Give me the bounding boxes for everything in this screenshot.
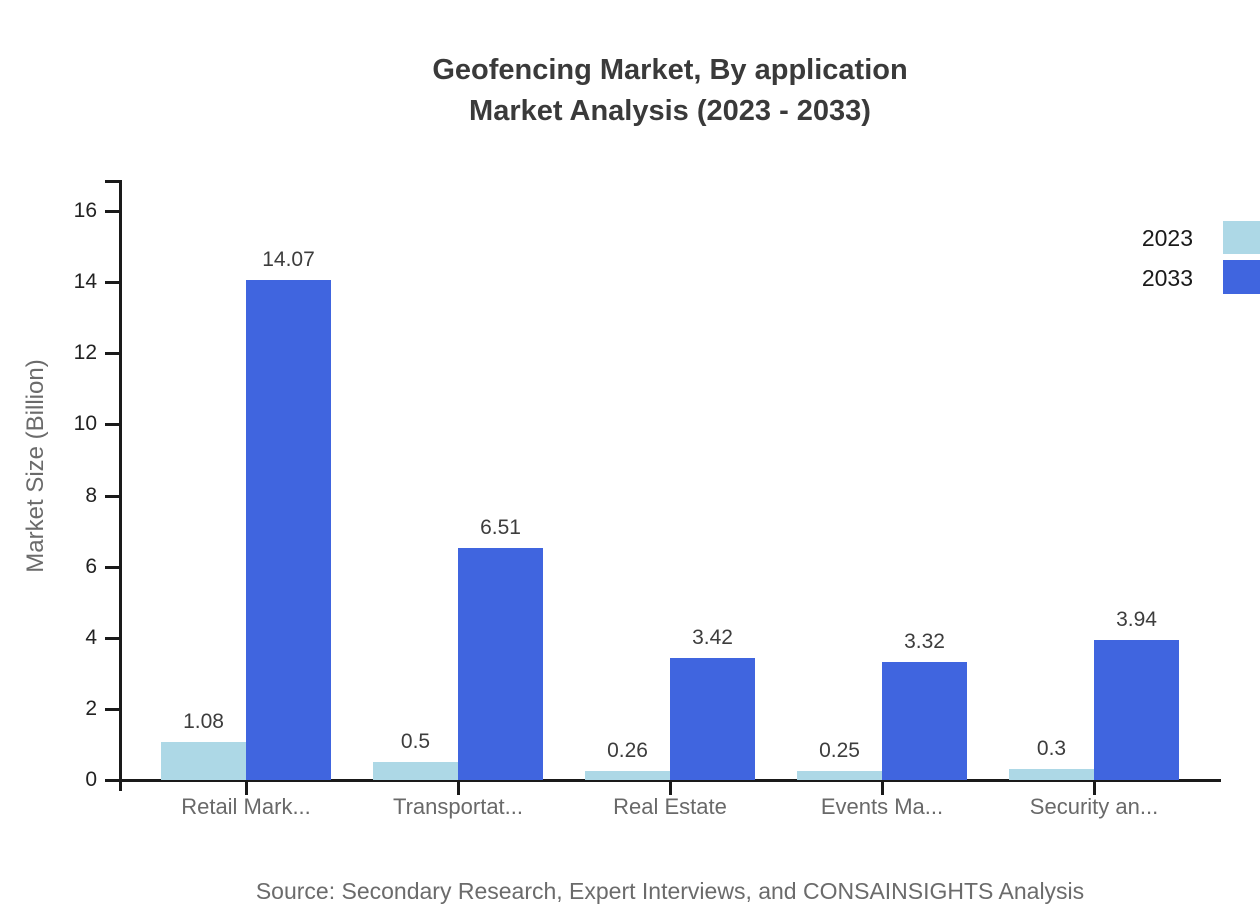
chart-title-line2: Market Analysis (2023 - 2033) [469, 95, 871, 127]
y-tick-label: 8 [85, 483, 97, 507]
value-label: 6.51 [480, 516, 521, 540]
legend-label-2033: 2033 [1141, 265, 1193, 291]
y-tick [105, 636, 119, 640]
y-tick [105, 423, 119, 427]
bar-2023 [797, 771, 882, 780]
category-label: Retail Mark... [181, 794, 311, 819]
bar-2023 [373, 762, 458, 780]
legend-swatch-2023 [1223, 221, 1260, 254]
y-tick [105, 352, 119, 356]
category-tick [669, 780, 672, 795]
y-axis-title: Market Size (Billion) [22, 359, 49, 573]
bar-2023 [161, 741, 246, 780]
category-tick [1093, 780, 1096, 795]
bar-2033 [1094, 639, 1179, 780]
chart-title: Geofencing Market, By application Market… [432, 50, 907, 132]
y-tick-label: 16 [73, 199, 97, 222]
category-tick [881, 780, 884, 795]
x-axis-line [105, 779, 1221, 782]
y-tick-label: 6 [85, 554, 97, 578]
legend-swatch-2033 [1223, 260, 1260, 294]
bar-2033 [458, 548, 543, 780]
category-label: Real Estate [613, 794, 727, 819]
value-label: 0.5 [400, 730, 431, 754]
y-tick-label: 0 [85, 768, 97, 791]
value-label: 3.42 [692, 626, 733, 650]
y-tick-label: 12 [73, 341, 97, 365]
value-label: 1.08 [183, 709, 224, 733]
chart-title-line1: Geofencing Market, By application [432, 54, 908, 86]
y-axis-spine [119, 180, 122, 791]
y-tick [105, 565, 119, 569]
y-tick-label: 14 [73, 270, 97, 294]
source-note: Source: Secondary Research, Expert Inter… [255, 878, 1085, 904]
y-axis-top-cap [105, 180, 119, 183]
value-label: 0.3 [1036, 737, 1067, 761]
category-label: Security an... [1029, 794, 1159, 819]
bar-2033 [246, 279, 331, 780]
value-label: 0.25 [819, 739, 860, 763]
y-tick-label: 2 [85, 696, 97, 720]
legend-label-2023: 2023 [1141, 225, 1193, 251]
bar-2023 [585, 770, 670, 780]
category-tick [457, 780, 460, 795]
category-tick [245, 780, 248, 795]
bar-2033 [670, 658, 755, 780]
value-label: 0.26 [607, 738, 648, 762]
y-tick [105, 779, 119, 782]
value-label: 3.94 [1116, 607, 1157, 631]
bar-2033 [882, 661, 967, 780]
value-label: 14.07 [262, 247, 315, 271]
y-tick-label: 10 [73, 412, 97, 436]
y-tick [105, 281, 119, 285]
category-label: Transportat... [392, 794, 523, 819]
bar-2023 [1009, 769, 1094, 780]
category-label: Events Ma... [820, 794, 944, 819]
y-tick [105, 494, 119, 498]
y-tick-label: 4 [85, 625, 97, 649]
value-label: 3.32 [904, 629, 945, 653]
y-tick [105, 707, 119, 711]
y-tick [105, 210, 119, 213]
